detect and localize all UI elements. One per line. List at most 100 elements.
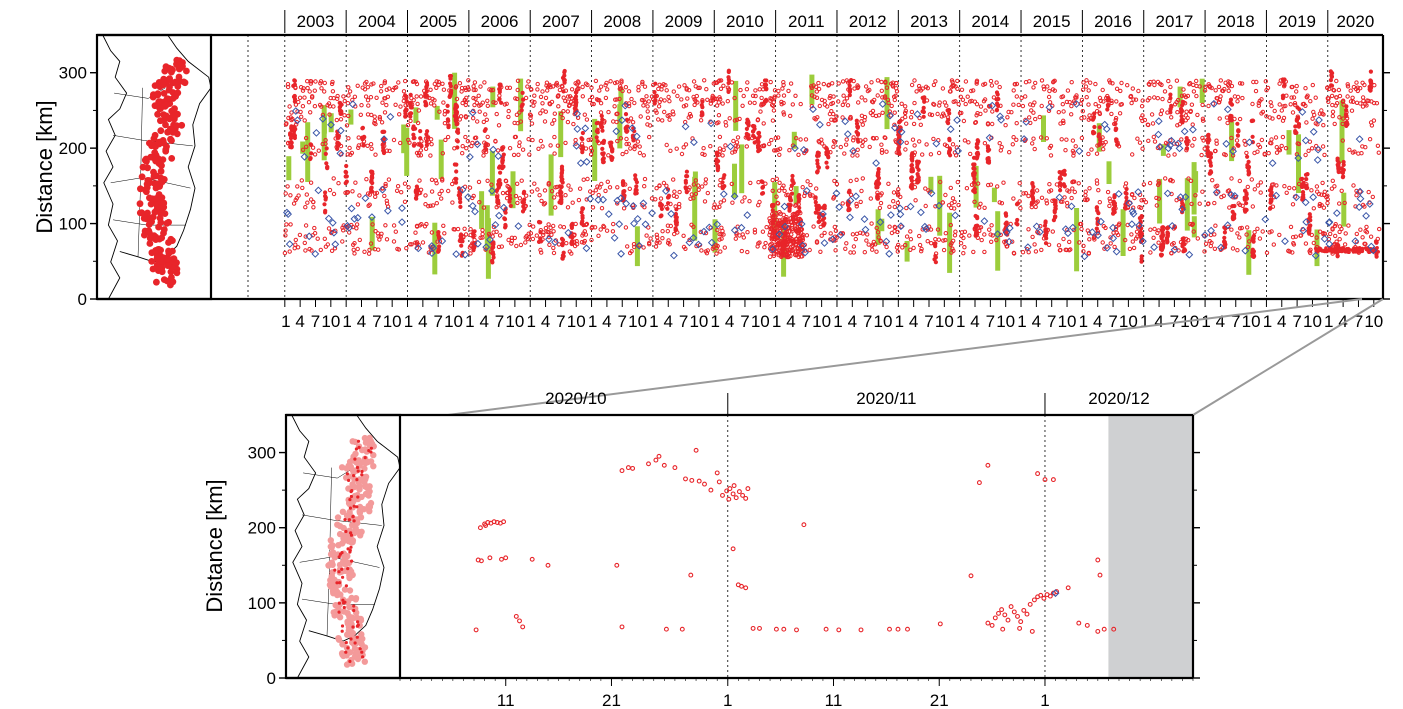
- overview-event-circle: [703, 177, 709, 182]
- overview-event-circle: [1072, 100, 1078, 106]
- map-event-dot: [173, 122, 181, 129]
- overview-swarm-event: [1030, 188, 1035, 193]
- overview-swarm-event: [653, 81, 658, 86]
- overview-event-circle: [411, 98, 416, 103]
- overview-event-circle: [770, 177, 775, 183]
- overview-event-circle: [1195, 236, 1201, 241]
- overview-event-circle: [599, 181, 604, 187]
- overview-event-circle: [1172, 102, 1178, 107]
- overview-event-circle: [720, 101, 725, 106]
- overview-event-circle: [1303, 86, 1308, 91]
- overview-swarm-event: [579, 220, 584, 225]
- overview-event-circle: [473, 96, 478, 102]
- overview-event-circle: [564, 241, 569, 246]
- overview-event-circle: [969, 88, 974, 94]
- overview-event-circle: [818, 249, 823, 255]
- overview-event-circle: [422, 224, 428, 229]
- overview-swarm-event: [975, 145, 980, 150]
- overview-event-circle: [1129, 100, 1134, 106]
- overview-event-circle: [1010, 142, 1015, 147]
- overview-event-circle: [485, 178, 490, 184]
- overview-event-circle: [418, 94, 424, 99]
- overview-y-tick-label: 300: [59, 64, 87, 83]
- overview-event-circle: [569, 87, 575, 92]
- overview-event-circle: [1259, 137, 1265, 143]
- overview-swarm-event: [1058, 188, 1063, 193]
- overview-event-circle: [1200, 102, 1205, 108]
- overview-event-circle: [1044, 136, 1050, 141]
- overview-event-circle: [284, 121, 289, 126]
- overview-event-circle: [504, 85, 510, 91]
- overview-event-circle: [955, 78, 960, 84]
- overview-event-circle: [1351, 183, 1356, 188]
- overview-event-circle: [494, 111, 499, 117]
- overview-event-circle: [831, 111, 836, 117]
- overview-event-circle: [758, 109, 763, 114]
- overview-event-circle: [693, 84, 698, 89]
- overview-event-circle: [429, 177, 435, 183]
- overview-event-circle: [1069, 112, 1074, 117]
- overview-event-circle: [331, 191, 337, 197]
- overview-event-circle: [702, 152, 707, 158]
- overview-event-circle: [1039, 195, 1045, 201]
- overview-month-tick-label: 10: [628, 312, 647, 331]
- overview-event-circle: [441, 223, 446, 229]
- overview-event-circle: [1159, 82, 1164, 88]
- overview-event-circle: [1039, 247, 1044, 253]
- overview-event-circle: [331, 104, 336, 109]
- overview-swarm-event: [815, 152, 820, 157]
- overview-event-circle: [1377, 226, 1382, 232]
- overview-month-tick-label: 4: [848, 312, 857, 331]
- overview-event-circle: [1333, 233, 1338, 239]
- overview-event-circle: [959, 110, 964, 116]
- overview-event-circle: [637, 243, 642, 248]
- overview-swarm-event: [933, 260, 939, 265]
- overview-swarm-event: [289, 145, 294, 150]
- overview-month-tick-label: 7: [433, 312, 442, 331]
- overview-swarm-event: [666, 201, 671, 206]
- overview-duration-bar: [328, 113, 334, 133]
- overview-event-circle: [644, 233, 649, 238]
- overview-event-circle: [1061, 118, 1066, 124]
- overview-year-label: 2018: [1217, 12, 1255, 31]
- overview-event-circle: [819, 141, 825, 146]
- overview-event-circle: [720, 153, 725, 158]
- overview-event-circle: [450, 200, 455, 205]
- overview-event-circle: [710, 93, 715, 99]
- overview-event-circle: [548, 84, 553, 90]
- overview-event-circle: [831, 196, 836, 201]
- overview-swarm-event: [755, 138, 761, 143]
- map-event-dot: [152, 247, 160, 254]
- overview-event-circle: [1130, 152, 1135, 157]
- overview-event-circle: [325, 103, 330, 108]
- overview-event-circle: [298, 109, 303, 115]
- overview-event-circle: [774, 176, 779, 182]
- overview-event-circle: [946, 203, 952, 208]
- overview-swarm-event: [1031, 196, 1036, 201]
- overview-event-circle: [1079, 135, 1085, 141]
- overview-event-circle: [1166, 153, 1171, 158]
- overview-month-tick-label: 1: [1263, 312, 1272, 331]
- overview-event-circle: [1226, 88, 1231, 94]
- overview-swarm-event: [595, 127, 600, 132]
- overview-swarm-event: [915, 161, 920, 166]
- overview-swarm-event: [653, 94, 658, 99]
- overview-event-circle: [978, 201, 983, 207]
- overview-swarm-event: [491, 242, 496, 247]
- overview-event-circle: [417, 178, 422, 183]
- overview-duration-bar: [1157, 178, 1163, 224]
- overview-swarm-event: [570, 221, 575, 226]
- overview-event-circle: [427, 95, 432, 101]
- overview-event-circle: [546, 222, 551, 227]
- overview-swarm-event: [426, 135, 431, 140]
- overview-event-circle: [833, 248, 838, 253]
- overview-event-circle: [418, 153, 424, 158]
- overview-event-circle: [437, 191, 442, 197]
- overview-event-circle: [1118, 88, 1123, 94]
- overview-event-circle: [717, 95, 722, 100]
- overview-event-circle: [1300, 102, 1306, 107]
- overview-event-circle: [464, 146, 469, 151]
- overview-event-circle: [1113, 116, 1119, 121]
- overview-event-circle: [487, 87, 492, 92]
- overview-event-circle: [950, 79, 955, 85]
